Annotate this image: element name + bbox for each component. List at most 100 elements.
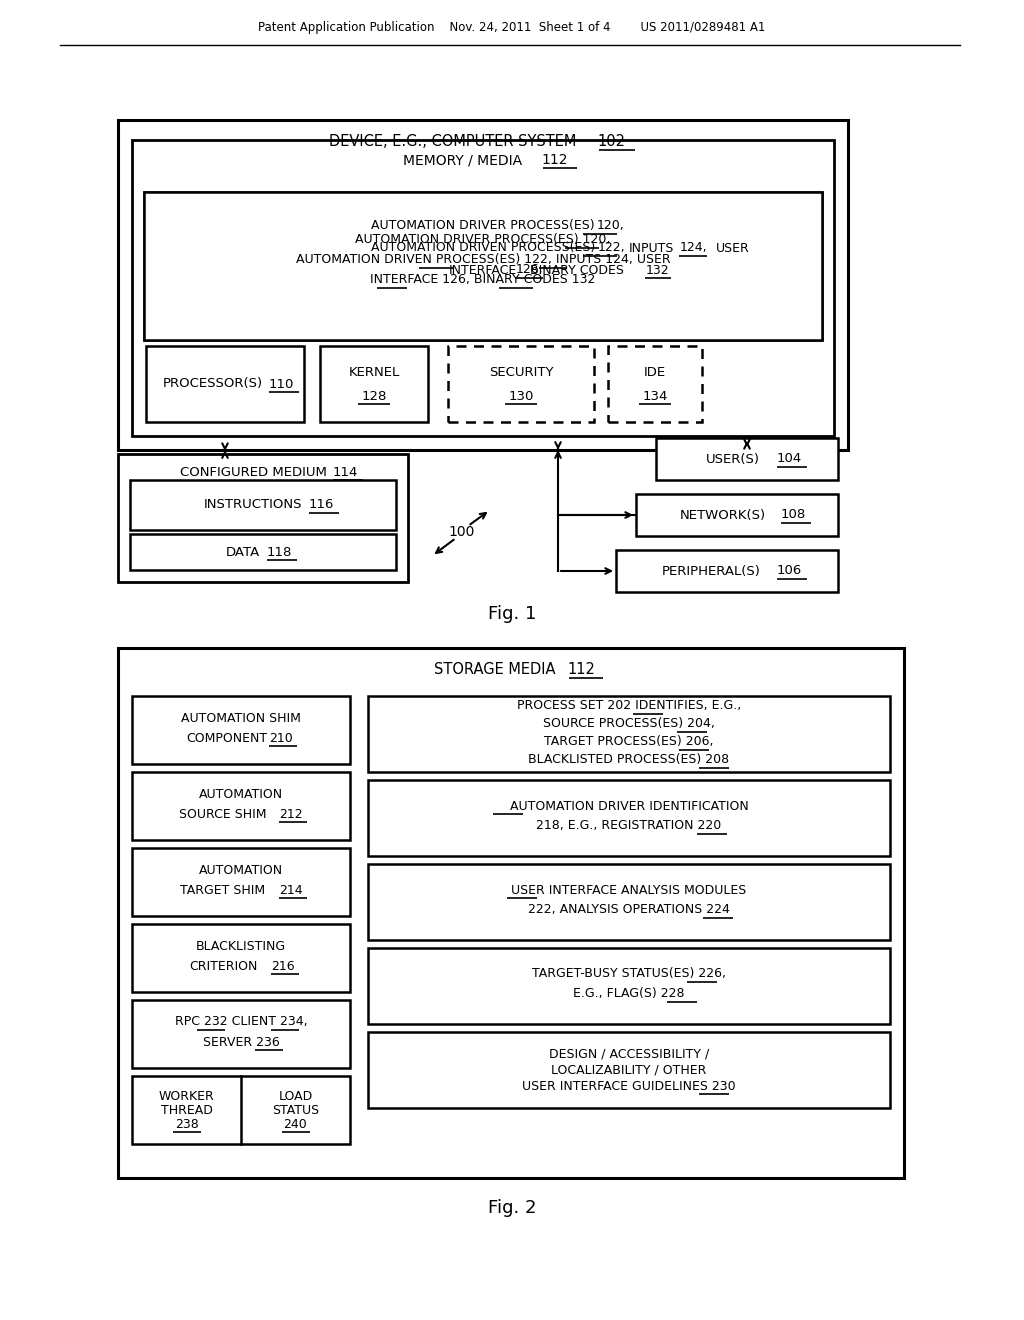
Text: INTERFACE: INTERFACE xyxy=(449,264,517,276)
Text: Patent Application Publication    Nov. 24, 2011  Sheet 1 of 4        US 2011/028: Patent Application Publication Nov. 24, … xyxy=(258,21,766,34)
Bar xyxy=(368,780,890,855)
Text: 130: 130 xyxy=(508,389,534,403)
Text: MEMORY / MEDIA: MEMORY / MEDIA xyxy=(403,153,522,168)
Bar xyxy=(132,924,350,993)
Text: INSTRUCTIONS: INSTRUCTIONS xyxy=(204,499,302,511)
Text: USER INTERFACE GUIDELINES 230: USER INTERFACE GUIDELINES 230 xyxy=(522,1080,736,1093)
Text: 210: 210 xyxy=(269,731,293,744)
Text: 114: 114 xyxy=(333,466,357,479)
Text: 102: 102 xyxy=(597,135,625,149)
Text: NETWORK(S): NETWORK(S) xyxy=(680,508,766,521)
Text: 134: 134 xyxy=(642,389,668,403)
Text: TARGET-BUSY STATUS(ES) 226,: TARGET-BUSY STATUS(ES) 226, xyxy=(532,968,726,981)
Text: 108: 108 xyxy=(780,508,806,521)
Bar xyxy=(319,346,428,422)
Text: STATUS: STATUS xyxy=(272,1104,319,1117)
Text: PROCESSOR(S): PROCESSOR(S) xyxy=(163,378,263,391)
Text: IDE: IDE xyxy=(644,366,666,379)
Bar xyxy=(368,1032,890,1107)
Text: SOURCE PROCESS(ES) 204,: SOURCE PROCESS(ES) 204, xyxy=(543,718,715,730)
Bar xyxy=(118,648,904,1177)
Text: BLACKLISTING: BLACKLISTING xyxy=(196,940,286,953)
Text: AUTOMATION: AUTOMATION xyxy=(199,863,283,876)
Text: SOURCE SHIM: SOURCE SHIM xyxy=(179,808,266,821)
Text: INTERFACE 126, BINARY CODES 132: INTERFACE 126, BINARY CODES 132 xyxy=(371,273,596,286)
Text: AUTOMATION DRIVEN PROCESS(ES) 122, INPUTS 124, USER: AUTOMATION DRIVEN PROCESS(ES) 122, INPUT… xyxy=(296,253,671,267)
Text: PERIPHERAL(S): PERIPHERAL(S) xyxy=(662,565,761,578)
Bar xyxy=(368,865,890,940)
Text: 112: 112 xyxy=(567,663,595,677)
Bar xyxy=(132,1076,350,1144)
Bar xyxy=(132,847,350,916)
Text: 112: 112 xyxy=(542,153,568,168)
Text: AUTOMATION DRIVEN PROCESS(ES): AUTOMATION DRIVEN PROCESS(ES) xyxy=(371,242,595,255)
Text: 128: 128 xyxy=(361,389,387,403)
Text: COMPONENT: COMPONENT xyxy=(186,731,267,744)
Bar xyxy=(146,346,304,422)
Text: LOAD: LOAD xyxy=(279,1089,312,1102)
Text: 122,: 122, xyxy=(597,242,625,255)
Bar xyxy=(368,948,890,1024)
Text: CRITERION: CRITERION xyxy=(188,960,257,973)
Text: STORAGE MEDIA: STORAGE MEDIA xyxy=(434,663,556,677)
Bar xyxy=(449,346,594,422)
Bar xyxy=(144,191,822,341)
Text: LOCALIZABILITY / OTHER: LOCALIZABILITY / OTHER xyxy=(551,1064,707,1077)
Text: 240: 240 xyxy=(284,1118,307,1130)
Bar xyxy=(130,480,396,531)
Text: 212: 212 xyxy=(280,808,303,821)
Text: USER(S): USER(S) xyxy=(706,453,760,466)
Text: USER INTERFACE ANALYSIS MODULES: USER INTERFACE ANALYSIS MODULES xyxy=(511,883,746,896)
Text: DESIGN / ACCESSIBILITY /: DESIGN / ACCESSIBILITY / xyxy=(549,1048,710,1060)
Text: DEVICE, E.G., COMPUTER SYSTEM: DEVICE, E.G., COMPUTER SYSTEM xyxy=(330,135,577,149)
Text: 218, E.G., REGISTRATION 220: 218, E.G., REGISTRATION 220 xyxy=(537,820,722,833)
Text: AUTOMATION DRIVER PROCESS(ES): AUTOMATION DRIVER PROCESS(ES) xyxy=(371,219,595,232)
Text: WORKER: WORKER xyxy=(159,1089,214,1102)
Text: TARGET SHIM: TARGET SHIM xyxy=(180,883,265,896)
Text: AUTOMATION: AUTOMATION xyxy=(199,788,283,800)
Text: INPUTS: INPUTS xyxy=(629,242,674,255)
Text: SECURITY: SECURITY xyxy=(488,366,553,379)
Text: AUTOMATION SHIM: AUTOMATION SHIM xyxy=(181,711,301,725)
Bar xyxy=(656,438,838,480)
Text: BLACKLISTED PROCESS(ES) 208: BLACKLISTED PROCESS(ES) 208 xyxy=(528,754,729,767)
Text: BINARY CODES: BINARY CODES xyxy=(530,264,624,276)
Bar xyxy=(368,696,890,772)
Text: 120,: 120, xyxy=(597,219,625,232)
Text: 216: 216 xyxy=(271,960,295,973)
Text: 106: 106 xyxy=(776,565,802,578)
Text: 104: 104 xyxy=(776,453,802,466)
Text: 110: 110 xyxy=(268,378,294,391)
Text: DATA: DATA xyxy=(226,545,260,558)
Bar xyxy=(132,696,350,764)
Text: E.G., FLAG(S) 228: E.G., FLAG(S) 228 xyxy=(573,987,685,1001)
Text: PROCESS SET 202 IDENTIFIES, E.G.,: PROCESS SET 202 IDENTIFIES, E.G., xyxy=(517,700,741,713)
Text: TARGET PROCESS(ES) 206,: TARGET PROCESS(ES) 206, xyxy=(544,735,714,748)
Text: Fig. 2: Fig. 2 xyxy=(487,1199,537,1217)
Bar xyxy=(130,535,396,570)
Bar xyxy=(132,1001,350,1068)
Text: AUTOMATION DRIVER PROCESS(ES) 120,: AUTOMATION DRIVER PROCESS(ES) 120, xyxy=(355,234,610,247)
Text: 238: 238 xyxy=(175,1118,199,1130)
Bar xyxy=(118,120,848,450)
Text: KERNEL: KERNEL xyxy=(348,366,399,379)
Text: THREAD: THREAD xyxy=(161,1104,212,1117)
Bar xyxy=(118,454,408,582)
Text: 126,: 126, xyxy=(515,264,543,276)
Bar xyxy=(636,494,838,536)
Text: 132: 132 xyxy=(645,264,669,276)
Text: 214: 214 xyxy=(280,883,303,896)
Bar xyxy=(144,191,822,341)
Bar xyxy=(132,140,834,436)
Text: 118: 118 xyxy=(266,545,292,558)
Text: USER: USER xyxy=(716,242,750,255)
Text: Fig. 1: Fig. 1 xyxy=(487,605,537,623)
Text: CONFIGURED MEDIUM: CONFIGURED MEDIUM xyxy=(179,466,327,479)
Text: AUTOMATION DRIVER IDENTIFICATION: AUTOMATION DRIVER IDENTIFICATION xyxy=(510,800,749,813)
Text: 116: 116 xyxy=(308,499,334,511)
Text: 124,: 124, xyxy=(679,242,707,255)
Text: 100: 100 xyxy=(449,525,475,539)
Text: 222, ANALYSIS OPERATIONS 224: 222, ANALYSIS OPERATIONS 224 xyxy=(528,903,730,916)
Bar xyxy=(608,346,702,422)
Bar xyxy=(616,550,838,591)
